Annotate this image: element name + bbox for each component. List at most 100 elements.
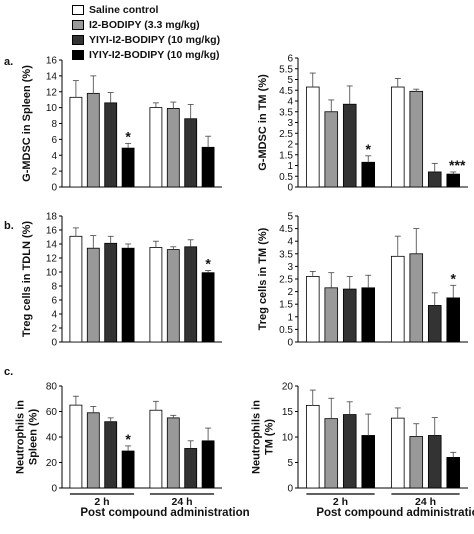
chart2-ytick-label-12: 6 <box>287 54 293 65</box>
chart5-ytick-label-3: 60 <box>46 407 58 418</box>
chart2-bar-s2-g2 <box>409 90 424 188</box>
chart4-ytick-label-7: 3.5 <box>279 249 293 260</box>
chart4-bar-s1-g2 <box>390 255 405 343</box>
chart2-ytick-label-6: 3 <box>287 118 293 129</box>
chart2-annotation-1: *** <box>449 157 466 173</box>
chart1-ytick-label-3: 6 <box>51 135 57 146</box>
chart6-bar-s3-g1 <box>342 414 357 489</box>
chart5-xtick-label-1: 2 h <box>94 496 109 508</box>
chart3-bar-s4-g1 <box>121 247 135 343</box>
chart1-annotation-0: * <box>125 128 131 144</box>
legend-label-iyiy: IYIY-I2-BODIPY (10 mg/kg) <box>89 48 220 61</box>
chart5-ytick-label-4: 80 <box>46 382 58 393</box>
legend-swatch-yiyi <box>72 34 84 45</box>
chart4-ytick-label-10: 5 <box>287 212 293 223</box>
panel-letter-c: c. <box>4 366 14 378</box>
chart4-ytick-label-3: 1.5 <box>279 300 293 311</box>
chart3-ytick-label-1: 2 <box>51 324 57 335</box>
chart1-bar-s1-g1 <box>69 96 83 188</box>
chart6-bar-s4-g2 <box>446 456 461 489</box>
chart2-ytick-label-9: 4.5 <box>279 86 293 97</box>
panel-letter-a: a. <box>4 56 14 68</box>
chart6-bar-s4-g1 <box>361 435 376 489</box>
legend-swatch-iyiy <box>72 49 84 60</box>
chart3-bar-s3-g2 <box>184 246 198 343</box>
chart1-ytick-label-4: 8 <box>51 119 57 130</box>
chart4-bar-s1-g1 <box>305 276 320 343</box>
chart2-ytick-label-3: 1.5 <box>279 150 293 161</box>
chart2-bar-s1-g1 <box>305 86 320 188</box>
chart5-bar-s4-g1 <box>121 450 135 489</box>
chart1-bar-s3-g1 <box>104 102 118 188</box>
chart2-bar-s4-g1 <box>361 161 376 188</box>
chart1-bar-s3-g2 <box>184 118 198 188</box>
chart5-bar-s3-g2 <box>184 448 198 489</box>
chart3-ytick-label-0: 0 <box>51 338 57 349</box>
chart3-ytick-label-6: 12 <box>46 254 58 265</box>
chart1-bar-s4-g1 <box>121 147 135 188</box>
chart6-ylabel-line-1: TM (%) <box>264 419 276 455</box>
chart4-bar-s3-g2 <box>427 305 442 343</box>
chart3-ytick-label-9: 18 <box>46 212 58 223</box>
chart4-bar-s2-g2 <box>409 253 424 343</box>
chart1-bar-s4-g2 <box>201 146 215 188</box>
chart1-bar-s1-g2 <box>149 107 163 188</box>
chart4-ytick-label-1: 0.5 <box>279 325 293 336</box>
chart6-bar-s3-g2 <box>427 435 442 489</box>
chart2-ytick-label-10: 5 <box>287 75 293 86</box>
chart3-ylabel: Treg cells in TDLN (%) <box>21 221 33 337</box>
chart5-ytick-label-1: 20 <box>46 458 58 469</box>
x-caption-left: Post compound administration <box>80 507 250 519</box>
chart3-ytick-label-8: 16 <box>46 226 58 237</box>
chart1-ytick-label-1: 2 <box>51 167 57 178</box>
chart2-ylabel: G-MDSC in TM (%) <box>257 74 269 171</box>
chart2-ytick-label-11: 5.5 <box>279 64 293 75</box>
chart1-ytick-label-7: 14 <box>46 71 58 82</box>
chart4-ytick-label-6: 3 <box>287 262 293 273</box>
chart6-ytick-label-4: 20 <box>282 382 294 393</box>
legend-item-saline: Saline control <box>72 2 220 17</box>
chart3-bar-s2-g1 <box>86 247 100 343</box>
chart6-ytick-label-3: 15 <box>282 407 294 418</box>
chart2-ytick-label-0: 0 <box>287 183 293 194</box>
chart4-bar-s2-g1 <box>324 287 339 343</box>
chart2-ytick-label-1: 0.5 <box>279 172 293 183</box>
chart2-ytick-label-5: 2.5 <box>279 129 293 140</box>
chart2-ytick-label-8: 4 <box>287 97 293 108</box>
chart4-ylabel: Treg cells in TM (%) <box>257 227 269 330</box>
chart2-annotation-0: * <box>366 141 372 157</box>
chart3-bar-s2-g2 <box>166 249 180 343</box>
panel-letter-b: b. <box>4 220 14 232</box>
chart4-ytick-label-9: 4.5 <box>279 224 293 235</box>
chart1-ytick-label-8: 16 <box>46 56 58 67</box>
chart5-bar-s2-g1 <box>86 412 100 489</box>
chart3-ytick-label-4: 8 <box>51 282 57 293</box>
chart5-ytick-label-0: 0 <box>51 484 57 495</box>
chart4-bar-s4-g1 <box>361 287 376 343</box>
chart3-ytick-label-7: 14 <box>46 240 58 251</box>
chart3-annotation-0: * <box>205 256 211 272</box>
chart5-bar-s2-g2 <box>166 417 180 489</box>
chart1-ytick-label-2: 4 <box>51 151 57 162</box>
chart5-ytick-label-2: 40 <box>46 433 58 444</box>
chart1-ytick-label-5: 10 <box>46 103 58 114</box>
chart6-ytick-label-2: 10 <box>282 433 294 444</box>
chart1-ytick-label-6: 12 <box>46 87 58 98</box>
chart3-ytick-label-3: 6 <box>51 296 57 307</box>
chart4-bar-s3-g1 <box>342 288 357 343</box>
chart4-bar-s4-g2 <box>446 297 461 343</box>
chart2-bar-s2-g1 <box>324 111 339 188</box>
chart6-bar-s1-g2 <box>390 417 405 489</box>
legend-item-yiyi: YIYI-I2-BODIPY (10 mg/kg) <box>72 32 220 47</box>
chart4-ytick-label-5: 2.5 <box>279 275 293 286</box>
chart2-bar-s3-g2 <box>427 171 442 188</box>
chart1-bar-s2-g1 <box>86 92 100 188</box>
chart4-ytick-label-0: 0 <box>287 338 293 349</box>
chart3-bar-s3-g1 <box>104 242 118 343</box>
legend-label-i2-bodipy: I2-BODIPY (3.3 mg/kg) <box>89 18 200 31</box>
chart5-bar-s1-g2 <box>149 409 163 489</box>
chart5-ylabel-line-1: Spleen (%) <box>28 409 40 466</box>
legend-label-yiyi: YIYI-I2-BODIPY (10 mg/kg) <box>89 33 221 46</box>
legend-swatch-i2-bodipy <box>72 19 84 30</box>
chart1-ylabel: G-MDSC in Spleen (%) <box>21 65 33 182</box>
